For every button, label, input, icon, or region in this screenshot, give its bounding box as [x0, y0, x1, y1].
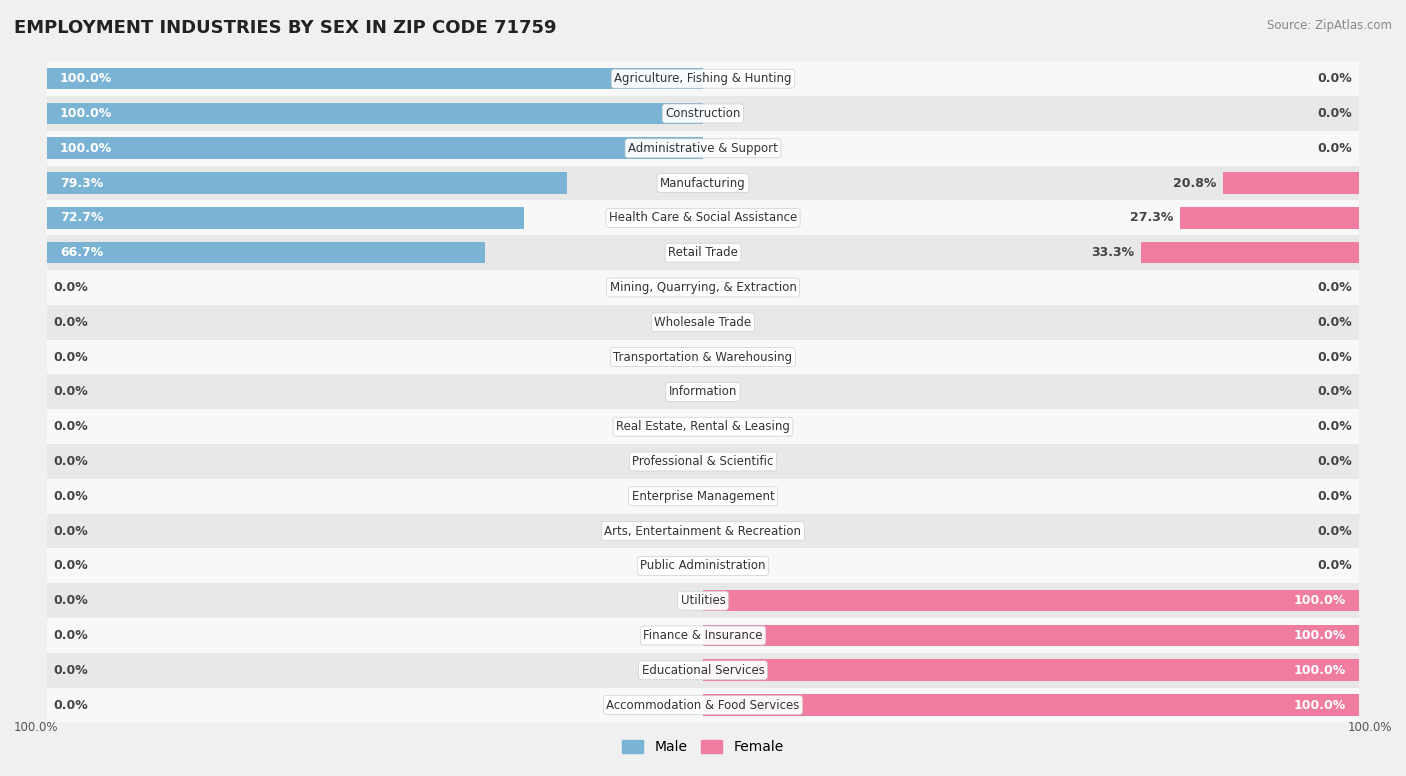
Bar [46, 584, 1360, 618]
Text: 100.0%: 100.0% [1294, 594, 1346, 607]
Text: 0.0%: 0.0% [53, 663, 89, 677]
Text: Educational Services: Educational Services [641, 663, 765, 677]
Text: 72.7%: 72.7% [60, 211, 104, 224]
Bar [46, 137, 703, 159]
Text: Mining, Quarrying, & Extraction: Mining, Quarrying, & Extraction [610, 281, 796, 294]
Text: 66.7%: 66.7% [60, 246, 103, 259]
Text: 100.0%: 100.0% [60, 142, 112, 154]
Text: 100.0%: 100.0% [60, 107, 112, 120]
Text: Utilities: Utilities [681, 594, 725, 607]
Bar [46, 68, 703, 89]
Text: Transportation & Warehousing: Transportation & Warehousing [613, 351, 793, 364]
Text: EMPLOYMENT INDUSTRIES BY SEX IN ZIP CODE 71759: EMPLOYMENT INDUSTRIES BY SEX IN ZIP CODE… [14, 19, 557, 37]
Text: Health Care & Social Assistance: Health Care & Social Assistance [609, 211, 797, 224]
Text: Manufacturing: Manufacturing [661, 177, 745, 189]
Bar [46, 166, 1360, 200]
Text: 0.0%: 0.0% [1317, 420, 1353, 433]
Bar [46, 409, 1360, 444]
Text: Information: Information [669, 386, 737, 398]
Bar [46, 102, 703, 124]
Text: Finance & Insurance: Finance & Insurance [644, 629, 762, 642]
Text: 0.0%: 0.0% [53, 455, 89, 468]
Text: Professional & Scientific: Professional & Scientific [633, 455, 773, 468]
Text: 0.0%: 0.0% [53, 316, 89, 329]
Bar [46, 479, 1360, 514]
Bar [703, 695, 1360, 716]
Text: 0.0%: 0.0% [53, 351, 89, 364]
Text: 0.0%: 0.0% [53, 281, 89, 294]
Text: 0.0%: 0.0% [53, 629, 89, 642]
Text: 20.8%: 20.8% [1173, 177, 1216, 189]
Text: 100.0%: 100.0% [1294, 629, 1346, 642]
Legend: Male, Female: Male, Female [617, 735, 789, 760]
Text: 0.0%: 0.0% [53, 559, 89, 573]
Bar [46, 235, 1360, 270]
Text: 0.0%: 0.0% [53, 525, 89, 538]
Text: 33.3%: 33.3% [1091, 246, 1135, 259]
Text: 0.0%: 0.0% [1317, 142, 1353, 154]
Text: 0.0%: 0.0% [53, 420, 89, 433]
Text: 79.3%: 79.3% [60, 177, 103, 189]
Text: Public Administration: Public Administration [640, 559, 766, 573]
Text: 0.0%: 0.0% [1317, 559, 1353, 573]
Text: Arts, Entertainment & Recreation: Arts, Entertainment & Recreation [605, 525, 801, 538]
Text: Administrative & Support: Administrative & Support [628, 142, 778, 154]
Text: 0.0%: 0.0% [1317, 107, 1353, 120]
Bar [46, 96, 1360, 131]
Bar [46, 549, 1360, 584]
Text: Retail Trade: Retail Trade [668, 246, 738, 259]
Text: 27.3%: 27.3% [1130, 211, 1174, 224]
Text: 0.0%: 0.0% [1317, 525, 1353, 538]
Text: Accommodation & Food Services: Accommodation & Food Services [606, 698, 800, 712]
Text: 0.0%: 0.0% [53, 698, 89, 712]
Text: 100.0%: 100.0% [1294, 698, 1346, 712]
Bar [46, 172, 567, 194]
Bar [1140, 242, 1360, 264]
Text: Construction: Construction [665, 107, 741, 120]
Text: 0.0%: 0.0% [1317, 316, 1353, 329]
Bar [46, 688, 1360, 722]
Text: 0.0%: 0.0% [1317, 386, 1353, 398]
Bar [46, 200, 1360, 235]
Text: Real Estate, Rental & Leasing: Real Estate, Rental & Leasing [616, 420, 790, 433]
Text: 0.0%: 0.0% [53, 490, 89, 503]
Bar [703, 590, 1360, 611]
Text: 0.0%: 0.0% [53, 386, 89, 398]
Bar [46, 653, 1360, 688]
Text: 100.0%: 100.0% [1294, 663, 1346, 677]
Text: 100.0%: 100.0% [14, 721, 59, 734]
Bar [46, 618, 1360, 653]
Bar [703, 660, 1360, 681]
Bar [46, 375, 1360, 409]
Bar [46, 270, 1360, 305]
Bar [46, 61, 1360, 96]
Bar [703, 625, 1360, 646]
Text: 0.0%: 0.0% [1317, 281, 1353, 294]
Text: 100.0%: 100.0% [1347, 721, 1392, 734]
Text: Wholesale Trade: Wholesale Trade [654, 316, 752, 329]
Bar [1223, 172, 1360, 194]
Text: 0.0%: 0.0% [53, 594, 89, 607]
Text: 0.0%: 0.0% [1317, 351, 1353, 364]
Bar [46, 131, 1360, 166]
Bar [46, 207, 524, 229]
Text: Agriculture, Fishing & Hunting: Agriculture, Fishing & Hunting [614, 72, 792, 85]
Bar [46, 242, 485, 264]
Text: 0.0%: 0.0% [1317, 490, 1353, 503]
Bar [46, 444, 1360, 479]
Text: 0.0%: 0.0% [1317, 455, 1353, 468]
Text: Enterprise Management: Enterprise Management [631, 490, 775, 503]
Bar [46, 514, 1360, 549]
Text: Source: ZipAtlas.com: Source: ZipAtlas.com [1267, 19, 1392, 33]
Text: 0.0%: 0.0% [1317, 72, 1353, 85]
Bar [46, 305, 1360, 340]
Bar [1180, 207, 1360, 229]
Bar [46, 340, 1360, 375]
Text: 100.0%: 100.0% [60, 72, 112, 85]
